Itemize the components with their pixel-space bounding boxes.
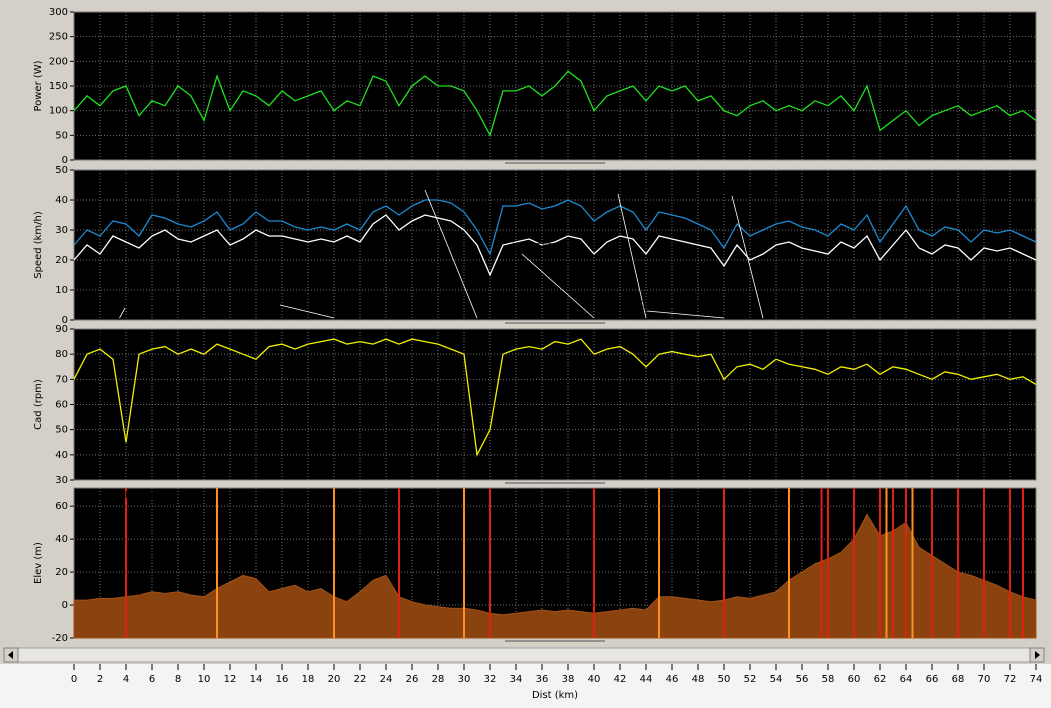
annotation-arrow xyxy=(646,310,725,319)
annotation: 潮風王国 xyxy=(512,241,552,254)
y-tick-label: 40 xyxy=(55,450,68,461)
annotation: 鷹の森公園 xyxy=(115,295,165,308)
y-axis-label: Cad (rpm) xyxy=(33,379,44,430)
legend-label: Braking xyxy=(125,490,163,501)
x-tick-label: 60 xyxy=(848,674,861,685)
x-tick-label: 22 xyxy=(354,674,367,685)
x-tick-label: 50 xyxy=(718,674,731,685)
series-line xyxy=(73,338,1037,457)
x-tick-label: 46 xyxy=(666,674,679,685)
arrow-icon xyxy=(1035,651,1040,659)
legend-label: Coasting xyxy=(77,490,121,501)
x-tick-label: 36 xyxy=(536,674,549,685)
annotation-arrow xyxy=(521,253,595,319)
annotation: 昼食(御暁軒) xyxy=(608,181,666,194)
y-tick-label: 150 xyxy=(49,81,68,92)
series-line xyxy=(73,70,1037,138)
y-tick-label: 50 xyxy=(55,165,68,176)
y-tick-label: 60 xyxy=(55,501,68,512)
y-tick-label: 50 xyxy=(55,130,68,141)
y-tick-label: 0 xyxy=(62,600,68,611)
x-tick-label: 16 xyxy=(276,674,289,685)
y-tick-label: 20 xyxy=(55,255,68,266)
x-tick-label: 44 xyxy=(640,674,653,685)
x-tick-label: 40 xyxy=(588,674,601,685)
x-tick-label: 24 xyxy=(380,674,393,685)
x-tick-label: 58 xyxy=(822,674,835,685)
x-tick-label: 54 xyxy=(770,674,783,685)
x-tick-label: 10 xyxy=(198,674,211,685)
annotation-arrow xyxy=(731,195,764,319)
x-tick-label: 0 xyxy=(71,674,77,685)
y-tick-label: 10 xyxy=(55,285,68,296)
x-tick-label: 18 xyxy=(302,674,315,685)
x-tick-label: 14 xyxy=(250,674,263,685)
x-tick-label: 70 xyxy=(978,674,991,685)
x-tick-label: 12 xyxy=(224,674,237,685)
annotation: 館山ファミリーパーク xyxy=(270,292,370,305)
y-axis-label: Speed (km/h) xyxy=(33,211,44,279)
x-tick-label: 52 xyxy=(744,674,757,685)
x-tick-label: 56 xyxy=(796,674,809,685)
x-tick-label: 38 xyxy=(562,674,575,685)
x-tick-label: 34 xyxy=(510,674,523,685)
annotation: ローズマリー公園 xyxy=(637,298,717,311)
x-tick-label: 64 xyxy=(900,674,913,685)
x-tick-label: 2 xyxy=(97,674,103,685)
legend-label: Drafting xyxy=(77,331,118,342)
x-tick-label: 30 xyxy=(458,674,471,685)
x-tick-label: 32 xyxy=(484,674,497,685)
annotation-arrow xyxy=(617,193,647,319)
y-tick-label: 50 xyxy=(55,425,68,436)
annotation: 最後のコンビニ xyxy=(722,183,792,196)
y-tick-label: 30 xyxy=(55,475,68,486)
x-tick-label: 26 xyxy=(406,674,419,685)
annotation-arrow xyxy=(424,189,478,319)
x-tick-label: 68 xyxy=(952,674,965,685)
y-tick-label: 100 xyxy=(49,106,68,117)
y-tick-label: 30 xyxy=(55,225,68,236)
y-tick-label: 60 xyxy=(55,400,68,411)
x-tick-label: 42 xyxy=(614,674,627,685)
x-tick-label: 66 xyxy=(926,674,939,685)
y-axis-label: Elev (m) xyxy=(33,542,44,584)
x-tick-label: 8 xyxy=(175,674,181,685)
x-tick-label: 28 xyxy=(432,674,445,685)
y-tick-label: 250 xyxy=(49,32,68,43)
y-tick-label: 20 xyxy=(55,567,68,578)
y-tick-label: 200 xyxy=(49,56,68,67)
scrollbar[interactable] xyxy=(3,647,1045,663)
x-tick-label: 62 xyxy=(874,674,887,685)
x-tick-label: 74 xyxy=(1030,674,1043,685)
x-tick-label: 48 xyxy=(692,674,705,685)
y-tick-label: 40 xyxy=(55,534,68,545)
y-tick-label: 300 xyxy=(49,7,68,18)
y-tick-label: 0 xyxy=(62,155,68,166)
x-tick-label: 72 xyxy=(1004,674,1017,685)
y-tick-label: 0 xyxy=(62,315,68,326)
arrow-icon xyxy=(8,651,13,659)
x-axis-strip xyxy=(0,664,1051,708)
y-axis-label: Power (W) xyxy=(33,60,44,111)
y-tick-label: 80 xyxy=(55,349,68,360)
y-tick-label: 40 xyxy=(55,195,68,206)
elevation-area xyxy=(73,513,1037,639)
legend-label: Wind xyxy=(112,172,137,183)
annotation-arrow xyxy=(279,304,335,319)
series-line xyxy=(73,214,1037,277)
y-tick-label: 70 xyxy=(55,374,68,385)
series-line xyxy=(73,199,1037,256)
plot-area xyxy=(73,169,1037,321)
annotation-arrow xyxy=(119,307,126,319)
annotation: 野島崎あるき xyxy=(415,177,475,190)
legend-label: Wheel xyxy=(77,172,108,183)
x-tick-label: 4 xyxy=(123,674,129,685)
x-tick-label: 20 xyxy=(328,674,341,685)
x-tick-label: 6 xyxy=(149,674,155,685)
x-axis-label: Dist (km) xyxy=(532,690,578,701)
y-tick-label: -20 xyxy=(52,633,68,644)
y-tick-label: 90 xyxy=(55,324,68,335)
